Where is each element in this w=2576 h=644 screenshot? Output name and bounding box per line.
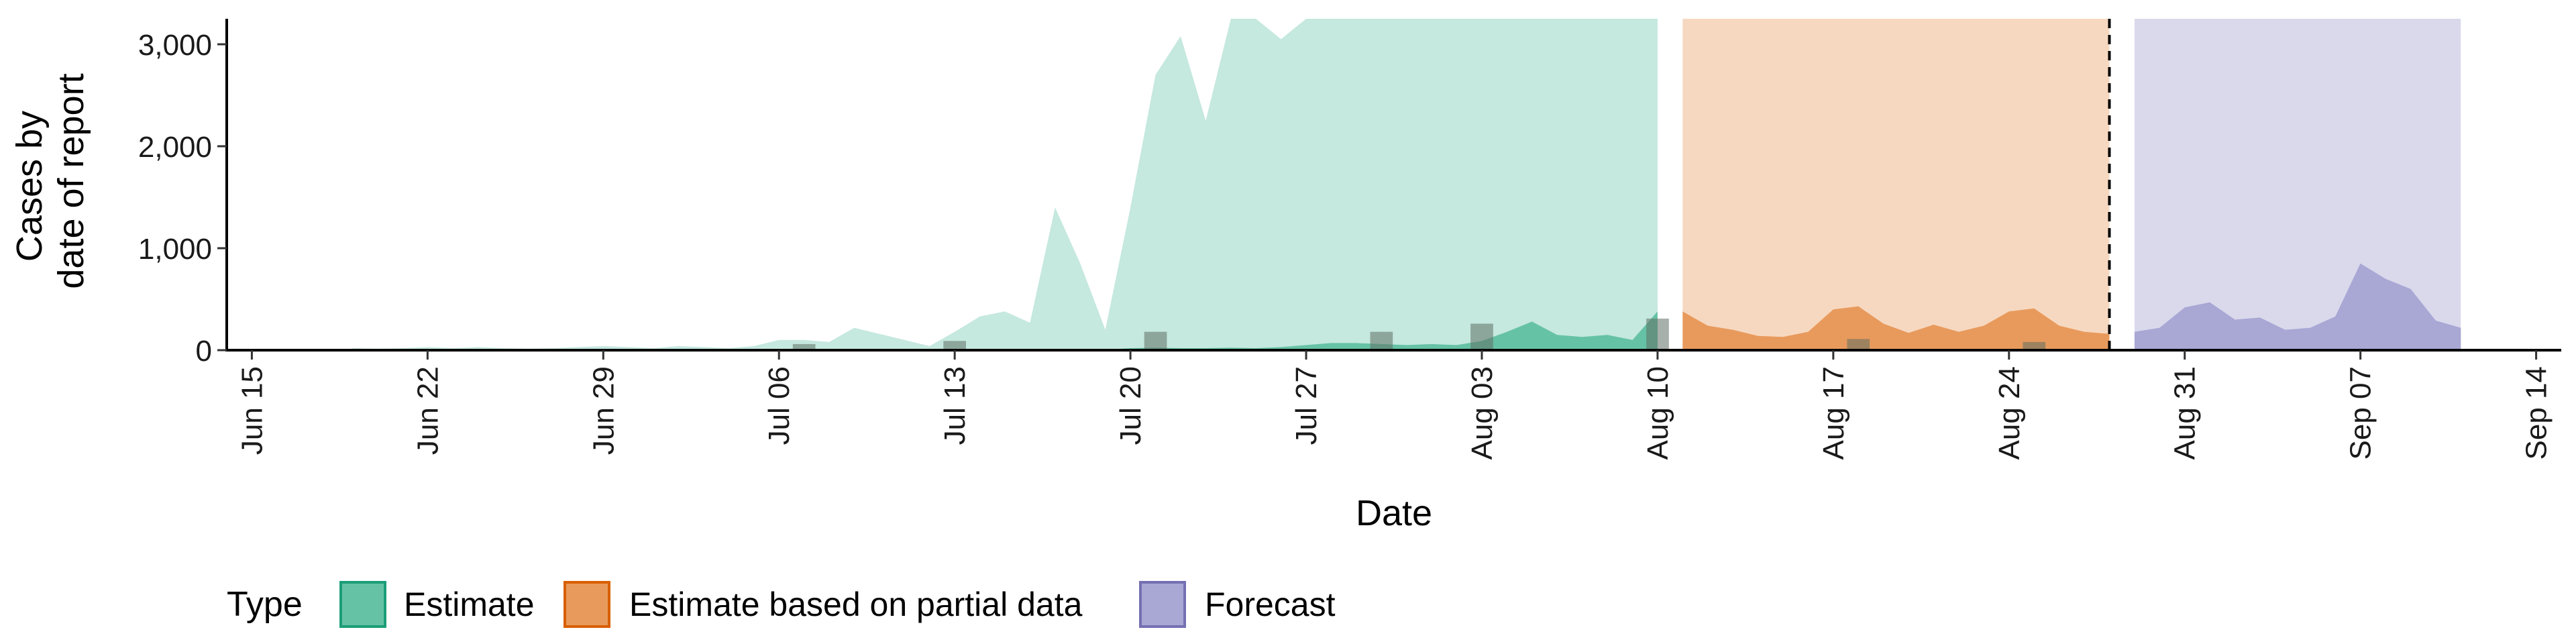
plot-bars bbox=[792, 318, 2046, 350]
y-axis-title: Cases by date of report bbox=[9, 73, 91, 288]
legend-item-partial: Estimate based on partial data bbox=[564, 581, 1083, 628]
observed-bar bbox=[1370, 331, 1393, 350]
x-axis-title: Date bbox=[1356, 493, 1432, 533]
x-tick-label: Aug 31 bbox=[2169, 366, 2202, 460]
legend-label-estimate: Estimate bbox=[404, 586, 535, 623]
legend-key-forecast bbox=[1139, 581, 1186, 628]
band-estimate-based-on-partial-data bbox=[1682, 19, 2110, 350]
x-tick-label: Sep 14 bbox=[2520, 366, 2553, 460]
observed-bar bbox=[792, 343, 816, 350]
axes bbox=[225, 19, 2561, 352]
median-estimate bbox=[352, 311, 1658, 350]
observed-bar bbox=[1470, 323, 1493, 350]
band-forecast bbox=[2134, 19, 2461, 350]
legend-title: Type bbox=[227, 585, 303, 624]
observed-bar bbox=[1144, 331, 1167, 350]
observed-bar bbox=[1847, 339, 1870, 350]
legend: Type Estimate Estimate based on partial … bbox=[227, 581, 1336, 628]
legend-label-forecast: Forecast bbox=[1205, 586, 1336, 623]
x-tick-label: Jul 20 bbox=[1114, 366, 1147, 445]
x-tick-label: Jun 15 bbox=[235, 366, 268, 455]
x-tick-label: Jul 06 bbox=[763, 366, 796, 445]
plot-bands bbox=[352, 19, 2461, 350]
y-tick-label: 0 bbox=[196, 335, 212, 368]
x-tick-label: Jun 29 bbox=[587, 366, 620, 455]
x-tick-label: Aug 10 bbox=[1642, 366, 1674, 460]
plot-medians bbox=[352, 263, 2461, 350]
observed-bar bbox=[1646, 318, 1669, 350]
observed-bar bbox=[943, 341, 966, 350]
y-tick-label: 1,000 bbox=[138, 233, 212, 266]
x-tick-label: Aug 24 bbox=[1993, 366, 2026, 460]
x-tick-label: Jul 13 bbox=[938, 366, 971, 445]
legend-key-partial bbox=[564, 581, 610, 628]
legend-key-estimate bbox=[339, 581, 386, 628]
x-tick-label: Aug 03 bbox=[1466, 366, 1499, 460]
y-tick-label: 3,000 bbox=[138, 29, 212, 62]
x-tick-label: Aug 17 bbox=[1817, 366, 1850, 460]
observed-bar bbox=[2023, 341, 2046, 350]
legend-item-forecast: Forecast bbox=[1139, 581, 1336, 628]
x-ticks: Jun 15 Jun 22 Jun 29 Jul 06 Jul 13 Jul 20 Jul … bbox=[235, 350, 2553, 460]
y-ticks: 0 1,000 2,000 3,000 bbox=[138, 29, 227, 368]
x-tick-label: Jul 27 bbox=[1290, 366, 1323, 445]
median-forecast bbox=[2134, 263, 2461, 350]
legend-label-partial: Estimate based on partial data bbox=[629, 586, 1083, 623]
band-estimate bbox=[352, 19, 1658, 350]
y-axis-title-line-2: date of report bbox=[51, 73, 91, 288]
y-tick-label: 2,000 bbox=[138, 131, 212, 164]
median-estimate-based-on-partial-data bbox=[1682, 306, 2110, 350]
legend-item-estimate: Estimate bbox=[339, 581, 535, 628]
x-tick-label: Sep 07 bbox=[2345, 366, 2377, 460]
x-tick-label: Jun 22 bbox=[411, 366, 444, 455]
y-axis-title-line-1: Cases by bbox=[9, 111, 50, 262]
